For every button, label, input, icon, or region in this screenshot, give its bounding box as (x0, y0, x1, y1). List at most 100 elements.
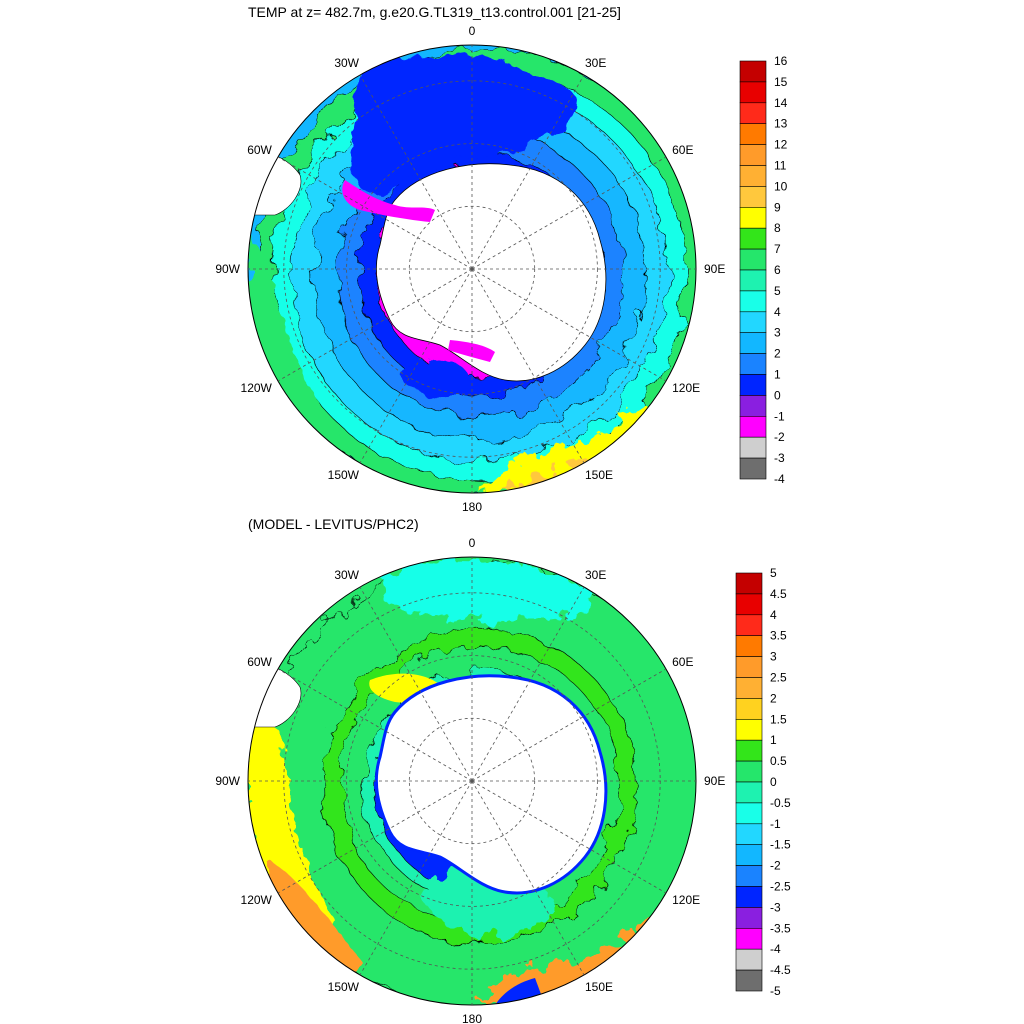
colorbar-tick-label: 10 (774, 179, 788, 193)
colorbar-swatch (735, 781, 763, 804)
colorbar-tick-label: 3 (770, 650, 777, 664)
colorbar-swatch (739, 374, 767, 396)
longitude-label: 30E (585, 56, 606, 70)
longitude-label: 0 (469, 24, 476, 38)
longitude-label: 120E (672, 381, 700, 395)
colorbar-tick-label: 4.5 (770, 587, 787, 601)
ross-cold-region (402, 361, 471, 396)
colorbar-tick-label: -5 (770, 984, 781, 998)
colorbar-tick-label: 7 (774, 242, 781, 256)
colorbar-swatch (735, 886, 763, 908)
colorbar-swatch (735, 698, 763, 720)
colorbar-swatch (739, 144, 767, 166)
colorbar-tick-label: 2 (774, 347, 781, 361)
colorbar-tick-label: -4 (770, 942, 781, 956)
colorbar-swatch (739, 186, 767, 208)
colorbar-tick-label: -3.5 (770, 921, 791, 935)
colorbar-tick-label: 16 (774, 54, 788, 68)
graticule (248, 557, 696, 1005)
colorbar-swatch (735, 844, 763, 866)
colorbar-tick-label: 15 (774, 75, 788, 89)
colorbar-swatch (735, 865, 763, 887)
colorbar-swatch (735, 927, 763, 950)
colorbar-swatch (735, 823, 763, 845)
colorbar-swatch (735, 718, 763, 741)
colorbar-tick-label: -0.5 (770, 796, 791, 810)
longitude-label: 150E (585, 980, 613, 994)
colorbar-tick-label: 0 (774, 388, 781, 402)
colorbar-swatch (739, 123, 767, 145)
colorbar-tick-label: -1 (770, 817, 781, 831)
meridian-line (277, 780, 473, 894)
graticule (248, 45, 696, 493)
longitude-labels: 0 30E 60E 90E 120E 150E 180 150W 120W 90W 60W 30W (215, 536, 725, 1024)
colorbar-tick-label: 1 (770, 733, 777, 747)
colorbar-tick-label: -3 (770, 900, 781, 914)
meridian-line (277, 668, 473, 782)
longitude-label: 60E (672, 143, 693, 157)
colorbar-tick-label: 8 (774, 221, 781, 235)
colorbar-tick-label: 11 (774, 159, 787, 173)
polar-map (247, 44, 697, 494)
meridian-line (471, 780, 585, 976)
weddell-cold-region (350, 56, 577, 196)
colorbar-swatch (739, 207, 767, 229)
meridian-line (471, 268, 585, 464)
colorbar-tick-label: -4 (774, 472, 785, 486)
colorbar-tick-label: 4 (774, 305, 781, 319)
colorbar-swatch (735, 760, 763, 783)
colorbar-swatch (739, 269, 767, 292)
polar-map (247, 556, 697, 1006)
colorbar-tick-label: 4 (770, 608, 777, 622)
longitude-label: 30W (334, 56, 359, 70)
colorbar-tick-label: 0.5 (770, 754, 787, 768)
longitude-label: 90E (704, 774, 725, 788)
colorbar-swatch (739, 353, 767, 375)
panel-difference: (MODEL - LEVITUS/PHC2) (215, 516, 791, 1024)
colorbar-tick-label: -4.5 (770, 963, 791, 977)
longitude-label: 120W (241, 381, 273, 395)
colorbar-tick-label: -2 (770, 859, 781, 873)
colorbar-tick-label: 9 (774, 200, 781, 214)
colorbar-swatch (735, 948, 763, 971)
meridian-line (359, 268, 473, 464)
meridian-line (471, 74, 585, 270)
colorbar-swatch (735, 656, 763, 678)
antarctica-landmass (375, 163, 607, 382)
longitude-label: 90E (704, 262, 725, 276)
longitude-label: 60W (247, 143, 272, 157)
colorbar-tick-label: -2 (774, 430, 785, 444)
panel-title: TEMP at z= 482.7m, g.e20.G.TL319_t13.con… (248, 4, 621, 20)
latitude-circle (346, 143, 598, 395)
colorbar-swatch (735, 677, 763, 699)
colorbar-tick-label: 5 (770, 566, 777, 580)
colorbar-tick-label: 12 (774, 138, 788, 152)
colorbar-swatch (739, 102, 767, 125)
meridian-line (277, 268, 473, 382)
antarctica-landmass (374, 674, 608, 895)
colorbar-swatch (739, 436, 767, 459)
colorbar-tick-label: 1 (774, 368, 781, 382)
colorbar-swatch (735, 802, 763, 825)
colorbar-swatch (739, 415, 767, 438)
meridian-line (471, 268, 667, 382)
longitude-label: 60W (247, 655, 272, 669)
cold-shelf-weddell (342, 180, 435, 222)
colorbar-swatch (739, 227, 767, 250)
meridian-line (359, 74, 473, 270)
longitude-labels: 0 30E 60E 90E 120E 150E 180 150W 120W 90W 60W 30W (215, 24, 725, 514)
colorbar-swatch (739, 81, 767, 104)
longitude-label: 30W (334, 568, 359, 582)
colorbar-swatch (739, 332, 767, 354)
meridian-line (359, 586, 473, 782)
colorbar-tick-label: 1.5 (770, 712, 787, 726)
colorbar-swatch (735, 572, 763, 595)
cold-shelf-ross (448, 340, 495, 362)
colorbar-tick-label: 14 (774, 96, 788, 110)
colorbar-swatch (735, 593, 763, 616)
colorbar-swatch (739, 290, 767, 313)
longitude-label: 90W (215, 262, 240, 276)
longitude-label: 150W (328, 980, 360, 994)
